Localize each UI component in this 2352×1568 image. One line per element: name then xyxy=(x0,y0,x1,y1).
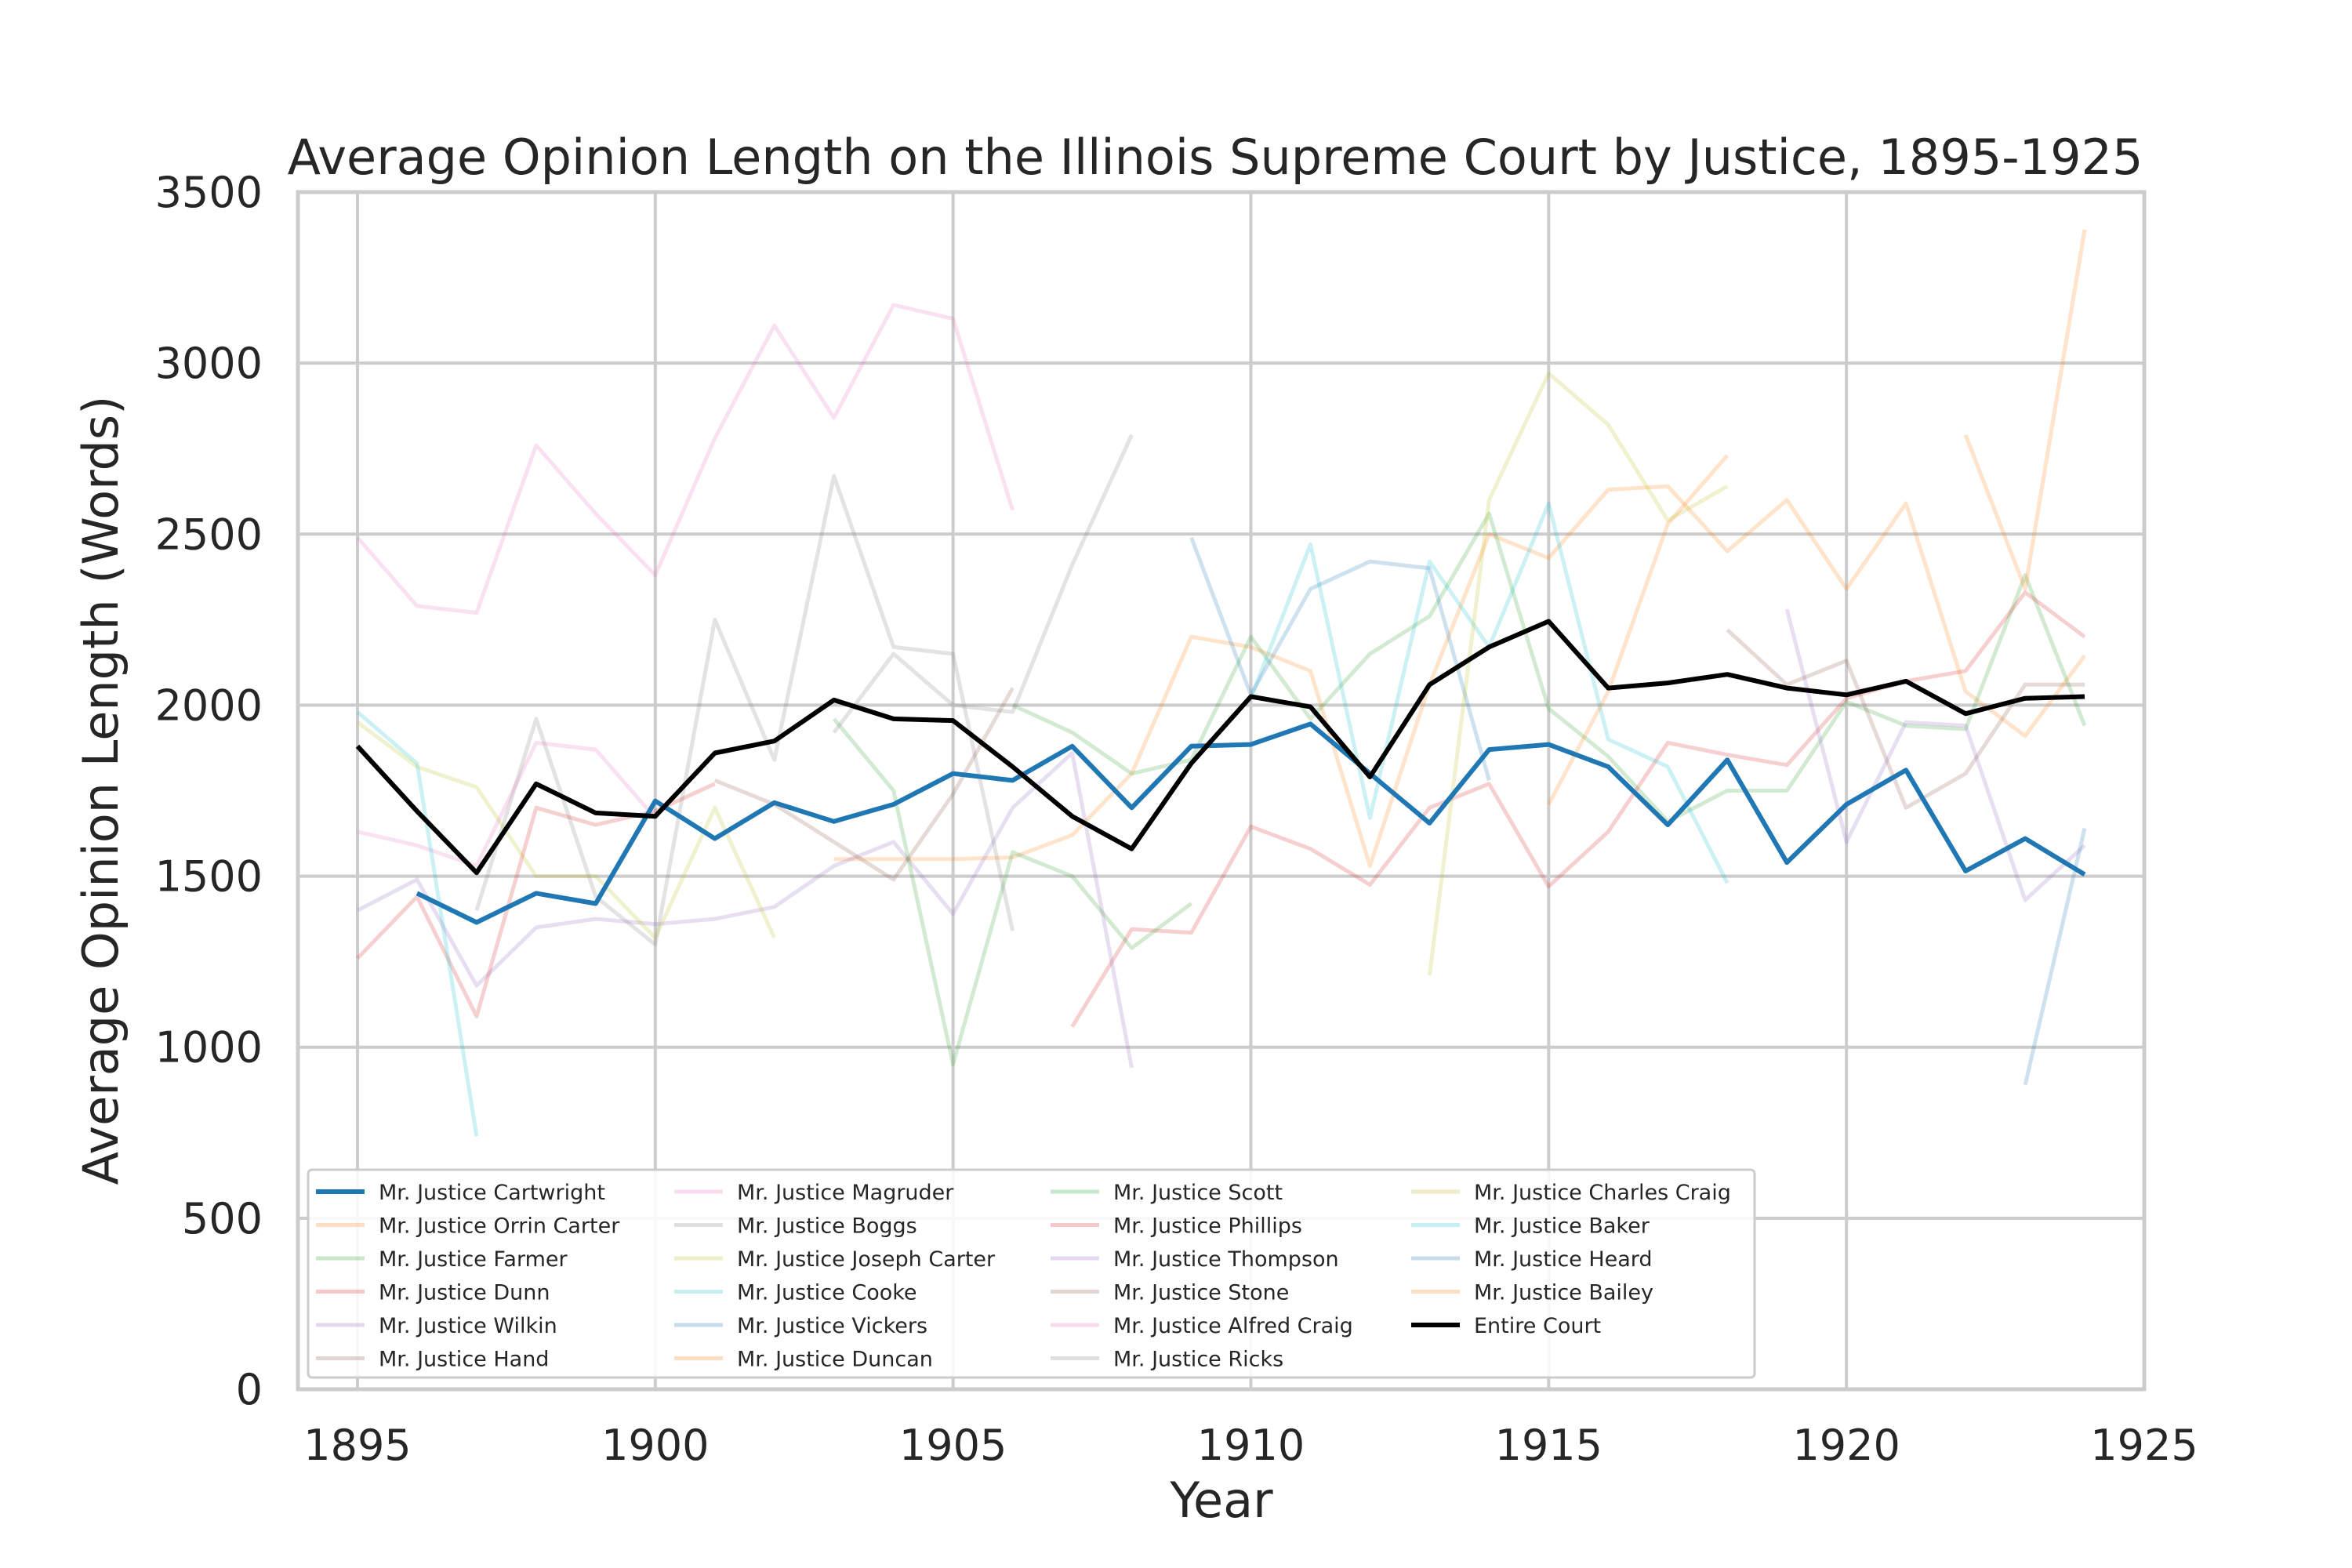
series-line xyxy=(356,710,479,1137)
x-tick-label: 1910 xyxy=(1197,1421,1305,1470)
y-tick-label: 0 xyxy=(236,1365,263,1414)
x-tick-labels: 1895 1900 1905 1910 1915 1920 1925 xyxy=(303,1421,2198,1470)
legend-label: Mr. Justice Stone xyxy=(1113,1281,1289,1305)
y-tick-label: 3500 xyxy=(155,168,263,217)
series-line xyxy=(357,740,657,868)
series-line xyxy=(356,782,716,1018)
legend-label: Mr. Justice Thompson xyxy=(1113,1247,1339,1272)
legend-label: Mr. Justice Baker xyxy=(1474,1214,1650,1239)
grid xyxy=(298,191,2146,1391)
legend-label: Mr. Justice Bailey xyxy=(1474,1281,1653,1305)
legend-label: Mr. Justice Dunn xyxy=(379,1281,550,1305)
legend-label: Mr. Justice Wilkin xyxy=(379,1314,557,1338)
series-line xyxy=(832,434,1134,734)
series-line xyxy=(1070,590,2086,1028)
legend-label: Mr. Justice Scott xyxy=(1113,1181,1283,1205)
y-axis-label: Average Opinion Length (Words) xyxy=(72,396,129,1185)
y-tick-label: 1000 xyxy=(155,1023,263,1073)
series-line xyxy=(1963,229,2087,591)
legend-label: Mr. Justice Joseph Carter xyxy=(737,1247,996,1272)
legend-label: Mr. Justice Ricks xyxy=(1113,1348,1283,1372)
x-tick-label: 1925 xyxy=(2090,1421,2198,1470)
series-line xyxy=(1784,608,2086,902)
x-tick-label: 1920 xyxy=(1792,1421,1900,1470)
legend-label: Mr. Justice Vickers xyxy=(737,1314,927,1338)
legend-label: Mr. Justice Heard xyxy=(1474,1247,1653,1272)
legend-label: Mr. Justice Cartwright xyxy=(379,1181,605,1205)
series-lines xyxy=(355,229,2087,1137)
legend-label: Entire Court xyxy=(1474,1314,1601,1338)
y-tick-label: 3000 xyxy=(155,339,263,388)
x-tick-label: 1905 xyxy=(899,1421,1007,1470)
y-tick-labels: 0 500 1000 1500 2000 2500 3000 3500 xyxy=(155,168,263,1414)
legend-label: Mr. Justice Boggs xyxy=(737,1214,917,1239)
series-line xyxy=(1726,628,2085,810)
series-line xyxy=(474,474,1015,947)
x-tick-label: 1915 xyxy=(1495,1421,1602,1470)
series-line xyxy=(356,720,776,940)
y-tick-label: 2000 xyxy=(155,681,263,730)
chart-title: Average Opinion Length on the Illinois S… xyxy=(288,129,2143,186)
plot-frame xyxy=(296,190,2147,1392)
y-tick-label: 1500 xyxy=(155,852,263,902)
y-tick-label: 500 xyxy=(182,1194,263,1243)
legend: Mr. Justice Cartwright Mr. Justice Orrin … xyxy=(307,1168,1756,1379)
x-tick-label: 1895 xyxy=(303,1421,411,1470)
legend-box xyxy=(307,1168,1756,1379)
y-tick-label: 2500 xyxy=(155,510,263,559)
series-line xyxy=(833,484,2087,868)
legend-label: Mr. Justice Cooke xyxy=(737,1281,917,1305)
series-line xyxy=(356,303,1014,615)
series-line xyxy=(416,721,2086,925)
series-line xyxy=(1427,371,1729,976)
legend-label: Mr. Justice Farmer xyxy=(379,1247,568,1272)
legend-label: Mr. Justice Magruder xyxy=(737,1181,954,1205)
legend-label: Mr. Justice Orrin Carter xyxy=(379,1214,620,1239)
x-axis-label: Year xyxy=(1169,1472,1273,1529)
legend-label: Mr. Justice Hand xyxy=(379,1348,549,1372)
series-line xyxy=(832,717,1192,1066)
series-line xyxy=(355,619,2085,876)
legend-label: Mr. Justice Charles Craig xyxy=(1474,1181,1731,1205)
legend-label: Mr. Justice Alfred Craig xyxy=(1113,1314,1353,1338)
series-line xyxy=(1547,454,1730,806)
series-line xyxy=(1189,536,1491,782)
legend-label: Mr. Justice Phillips xyxy=(1113,1214,1302,1239)
legend-label: Mr. Justice Duncan xyxy=(737,1348,933,1372)
x-tick-label: 1900 xyxy=(601,1421,709,1470)
series-line xyxy=(356,751,1134,1069)
